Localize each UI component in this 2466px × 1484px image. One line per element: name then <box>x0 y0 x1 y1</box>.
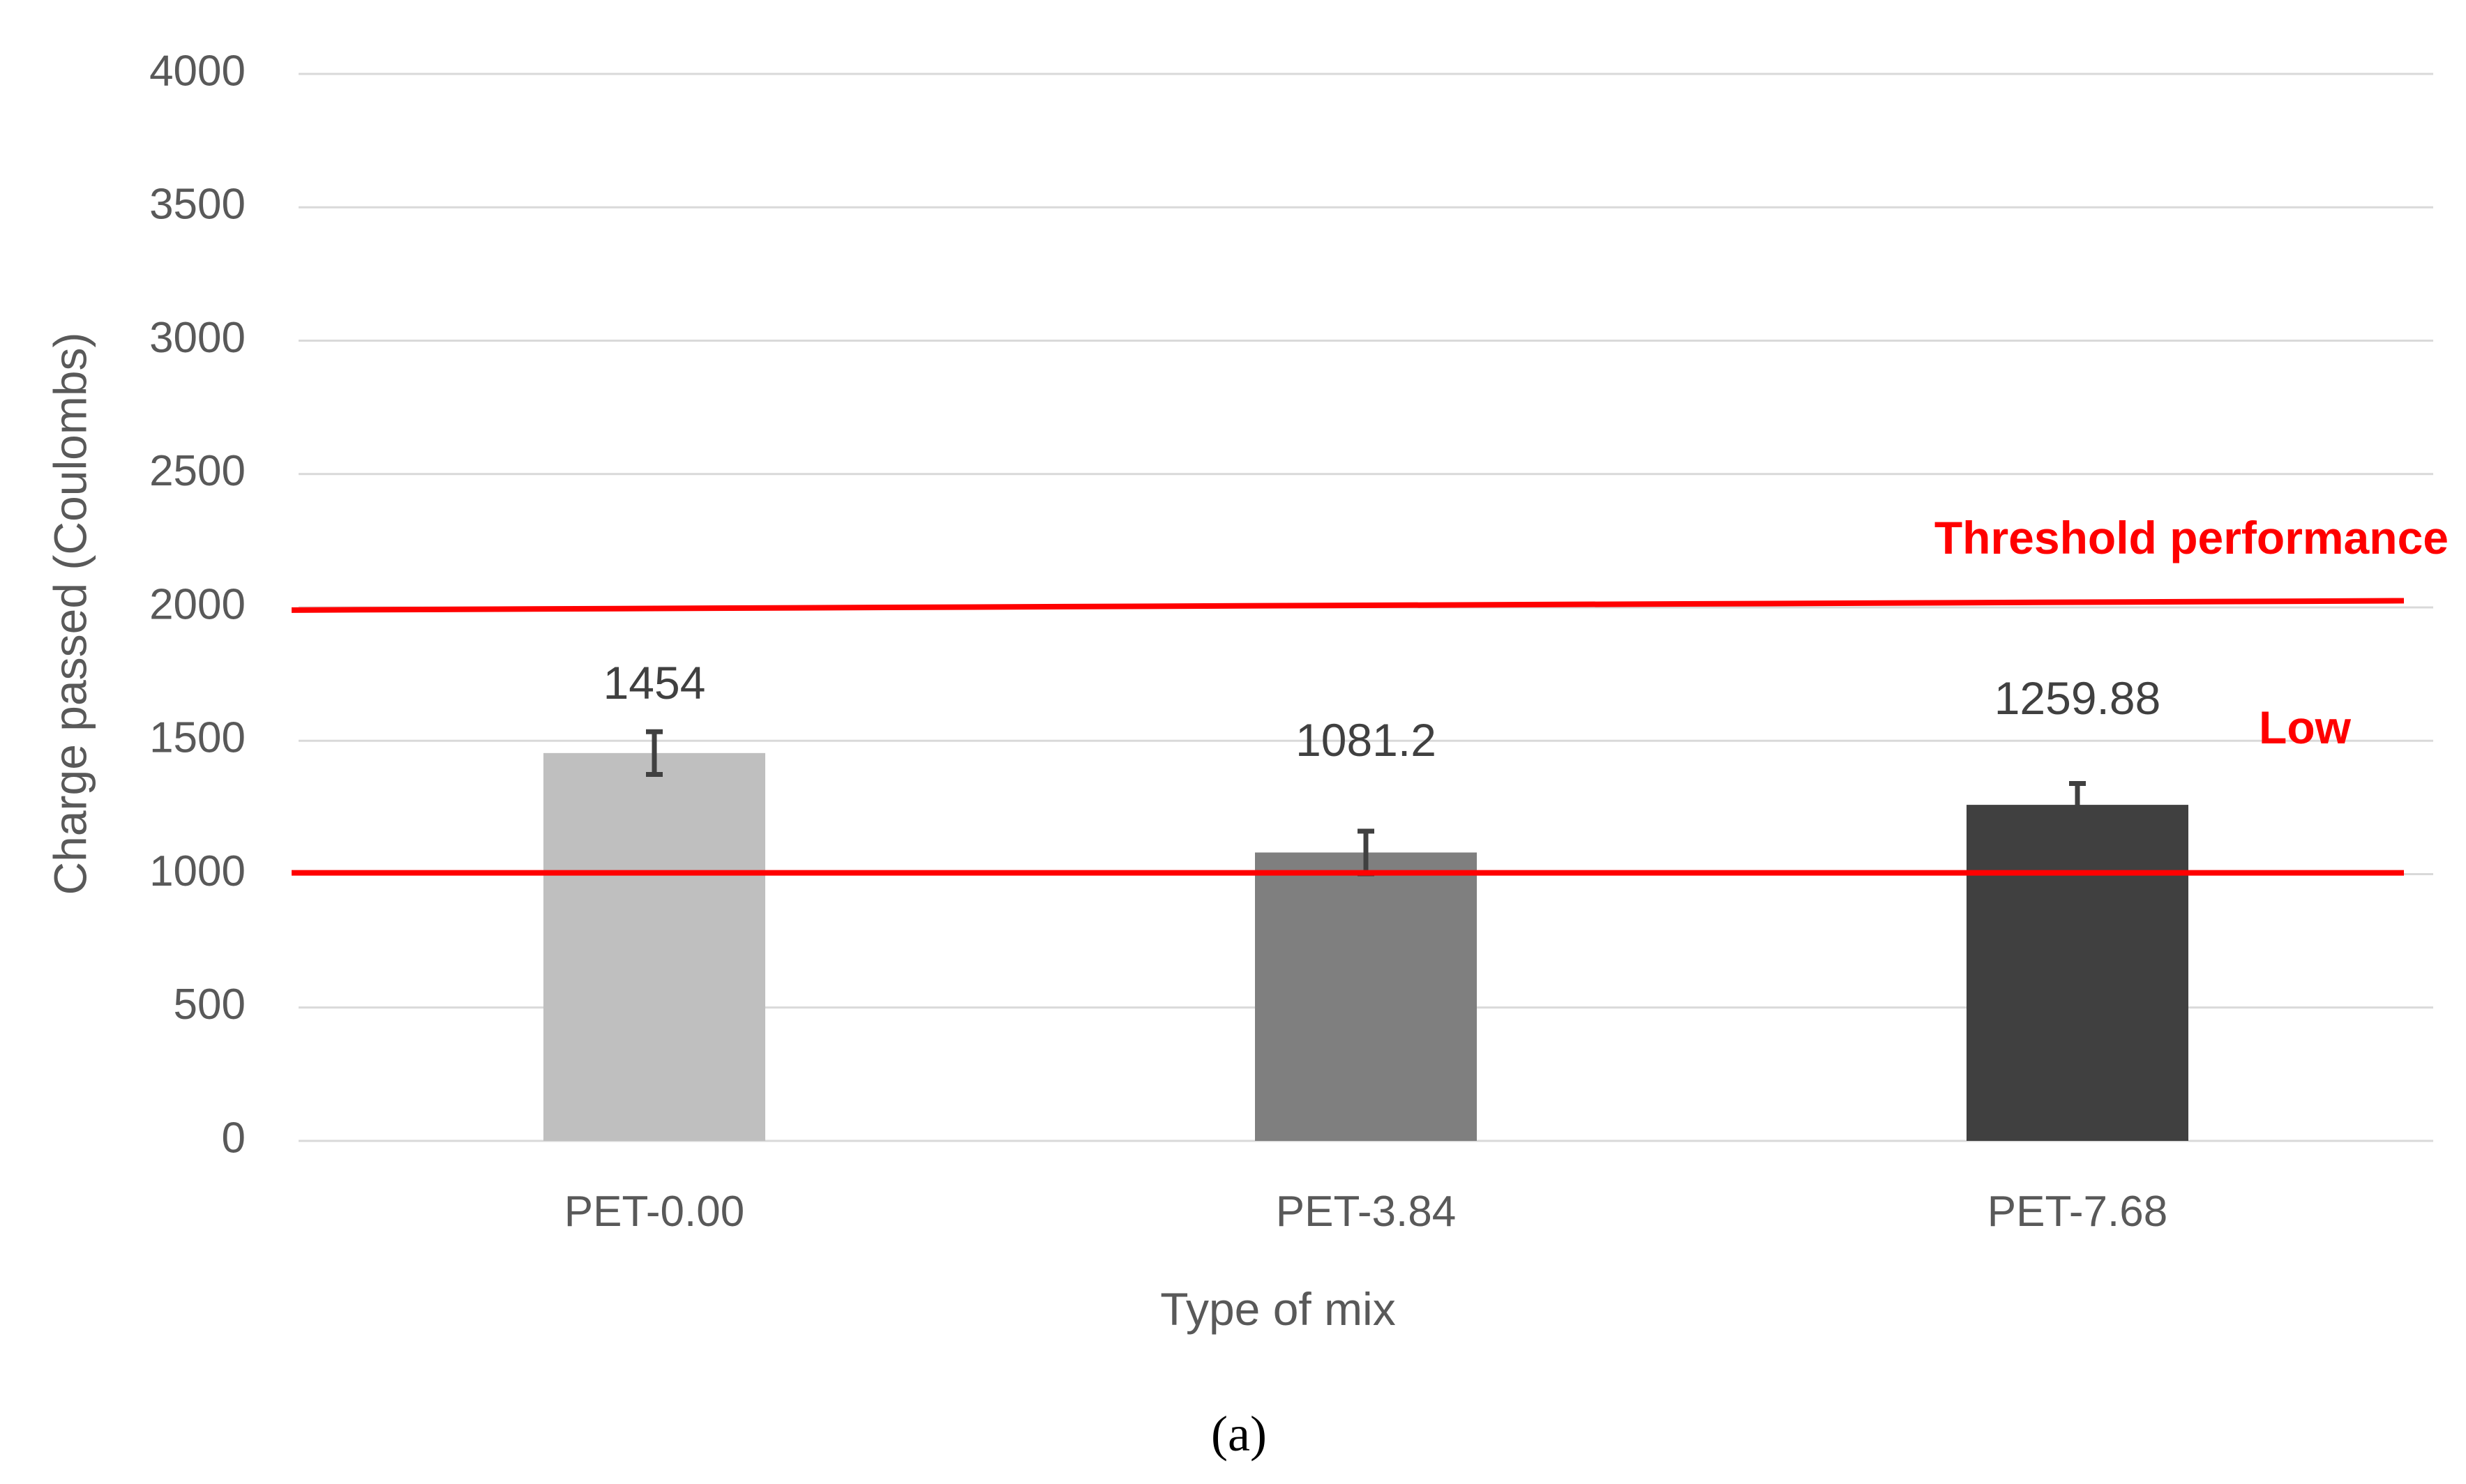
data-label: 1259.88 <box>1994 672 2161 724</box>
low-label: Low <box>2259 702 2352 753</box>
y-tick-label: 1500 <box>149 714 246 762</box>
x-axis-title: Type of mix <box>1160 1283 1395 1335</box>
data-labels: 1454 1081.2 1259.88 <box>603 657 2161 766</box>
y-tick-label: 2500 <box>149 447 246 495</box>
x-tick-label: PET-0.00 <box>564 1188 744 1236</box>
data-label: 1081.2 <box>1295 714 1436 766</box>
bars <box>543 752 2188 1141</box>
error-bars <box>646 729 2086 877</box>
x-tick-labels: PET-0.00 PET-3.84 PET-7.68 <box>564 1188 2167 1236</box>
reference-lines <box>291 598 2405 876</box>
y-tick-label: 1000 <box>149 847 246 895</box>
annotations: Threshold performance Low <box>1934 512 2449 753</box>
data-label: 1454 <box>603 657 706 709</box>
threshold-performance-label: Threshold performance <box>1934 512 2449 563</box>
reference-line-threshold <box>291 598 2405 613</box>
bar-pet-3-84 <box>1255 852 1477 1141</box>
y-axis-title: Charge passed (Coulombs) <box>44 332 96 895</box>
y-tick-label: 2000 <box>149 580 246 628</box>
x-tick-label: PET-7.68 <box>1987 1188 2167 1236</box>
y-tick-labels: 0 500 1000 1500 2000 2500 3000 3500 4000 <box>149 47 246 1162</box>
y-tick-label: 500 <box>174 980 246 1029</box>
y-tick-label: 4000 <box>149 47 246 95</box>
panel-label: (a) <box>1211 1406 1267 1462</box>
error-bar <box>646 729 663 777</box>
y-tick-label: 0 <box>222 1114 246 1162</box>
x-tick-label: PET-3.84 <box>1276 1188 1456 1236</box>
y-tick-label: 3000 <box>149 314 246 362</box>
bar-pet-0-00 <box>543 752 765 1141</box>
bar-pet-7-68 <box>1967 805 2188 1141</box>
error-bar <box>2069 780 2086 829</box>
y-tick-label: 3500 <box>149 181 246 229</box>
